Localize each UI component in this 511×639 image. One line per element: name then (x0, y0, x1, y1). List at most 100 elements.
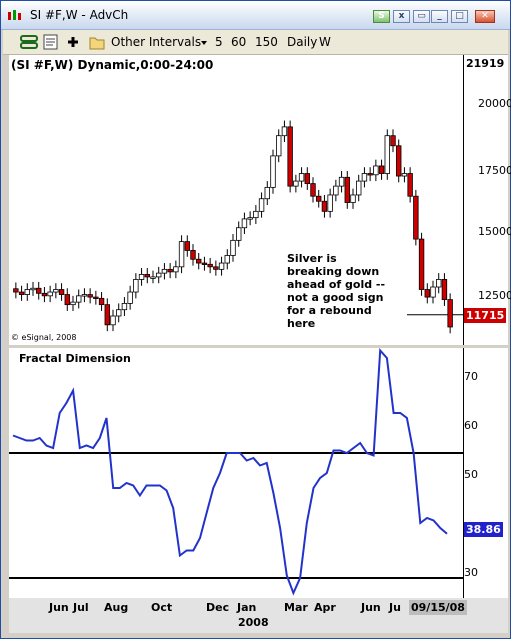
fractal-dimension-chart (9, 348, 463, 596)
fd-tick: 70 (464, 370, 478, 383)
chart-annotation: Silver is breaking down ahead of gold --… (287, 252, 385, 330)
price-axis[interactable]: 21919 20000 17500 15000 12500 11715 (464, 55, 511, 345)
candle-body (270, 155, 276, 188)
interval-daily-button[interactable]: Daily (287, 35, 318, 49)
candle-body (98, 297, 105, 306)
candle-body (64, 294, 70, 306)
candle-body (236, 227, 242, 241)
candle-body (121, 302, 128, 311)
candle-body (36, 287, 42, 294)
properties-icon[interactable] (43, 34, 58, 50)
candle-body (321, 200, 328, 212)
price-tick: 12500 (478, 289, 511, 302)
add-icon[interactable] (68, 37, 78, 47)
annotation-line: for a rebound (287, 304, 372, 317)
candle-body (253, 210, 259, 219)
link-green-icon[interactable]: S (373, 10, 390, 23)
month-label: Ju (389, 601, 401, 614)
date-axis: Jun Jul Aug Oct Dec Jan Mar Apr Jun Ju 2… (9, 598, 508, 633)
candle-body (81, 294, 88, 297)
app-chart-icon (8, 10, 21, 20)
candle-body (430, 286, 436, 298)
annotation-line: ahead of gold -- (287, 278, 386, 291)
cascade-icon[interactable]: ▭ (413, 10, 430, 23)
candle-body (413, 195, 419, 240)
folder-icon[interactable] (89, 37, 105, 50)
candle-body (310, 183, 316, 197)
candle-body (58, 289, 65, 295)
window-title: SI #F,W - AdvCh (30, 8, 129, 22)
candle-body (407, 173, 413, 197)
candle-body (276, 135, 282, 157)
fd-tick: 50 (464, 468, 478, 481)
month-label: Mar (284, 601, 308, 614)
candle-body (304, 173, 310, 185)
candle-body (127, 291, 133, 304)
month-label: Jun (49, 601, 69, 614)
candle-body (133, 279, 139, 293)
candle-body (333, 185, 339, 196)
minimize-button[interactable]: _ (431, 10, 448, 23)
month-label: Aug (104, 601, 129, 614)
candle-body (30, 287, 36, 291)
chevron-down-icon[interactable] (201, 41, 207, 45)
candle-body (298, 173, 305, 182)
maximize-button[interactable]: □ (451, 10, 468, 23)
fractal-dimension-panel[interactable]: Fractal Dimension (9, 348, 464, 598)
candle-body (13, 288, 19, 293)
interval-weekly-button[interactable]: W (319, 35, 331, 49)
candle-body (144, 273, 150, 278)
title-bar[interactable]: SI #F,W - AdvCh S x ▭ _ □ ✕ (1, 1, 510, 30)
candle-body (436, 279, 442, 288)
candle-body (24, 289, 30, 295)
candle-body (207, 263, 213, 268)
month-label: Jun (361, 601, 381, 614)
candle-body (18, 291, 25, 295)
annotation-line: breaking down (287, 265, 380, 278)
interval-5-button[interactable]: 5 (215, 35, 223, 49)
other-intervals-dropdown[interactable]: Other Intervals (111, 35, 202, 49)
fractal-dimension-line (12, 348, 448, 596)
candle-body (338, 176, 345, 187)
price-chart-header: (SI #F,W) Dynamic,0:00-24:00 (11, 58, 214, 72)
annotation-line: Silver is (287, 252, 337, 265)
candle-body (53, 289, 59, 293)
candle-body (247, 217, 253, 220)
candle-body (93, 296, 99, 299)
close-button[interactable]: ✕ (475, 10, 495, 23)
price-chart (13, 120, 463, 334)
candle-body (150, 276, 156, 279)
candle-body (87, 294, 93, 298)
candle-body (47, 291, 53, 297)
tools-icon[interactable]: x (393, 10, 410, 23)
candle-body (350, 194, 356, 203)
candle-body (173, 266, 179, 273)
price-chart-panel[interactable]: (SI #F,W) Dynamic,0:00-24:00 Silver is b… (9, 55, 464, 345)
month-label: Jul (73, 601, 89, 614)
candle-body (378, 165, 385, 174)
interval-toolbar: Other Intervals 5 60 150 Daily W (3, 30, 508, 55)
panel-divider[interactable] (9, 345, 508, 348)
candle-body (230, 239, 236, 256)
toolbar-icons (20, 34, 207, 50)
candle-body (258, 198, 265, 212)
month-label: Oct (151, 601, 173, 614)
candle-body (356, 180, 362, 196)
year-label: 2008 (238, 616, 269, 629)
interval-150-button[interactable]: 150 (255, 35, 278, 49)
interval-60-button[interactable]: 60 (231, 35, 247, 49)
link-icon[interactable] (20, 35, 38, 49)
candle-body (327, 194, 333, 212)
candle-body (178, 241, 185, 268)
candle-body (396, 145, 402, 177)
annotation-line: here (287, 317, 316, 330)
fd-axis[interactable]: 70 60 50 38.86 30 (464, 348, 508, 598)
candle-body (293, 180, 299, 187)
candle-body (70, 301, 76, 306)
price-tick: 15000 (478, 225, 511, 238)
candle-body (138, 273, 145, 280)
candle-body (384, 135, 390, 174)
candle-body (190, 250, 196, 260)
candle-body (241, 218, 248, 229)
